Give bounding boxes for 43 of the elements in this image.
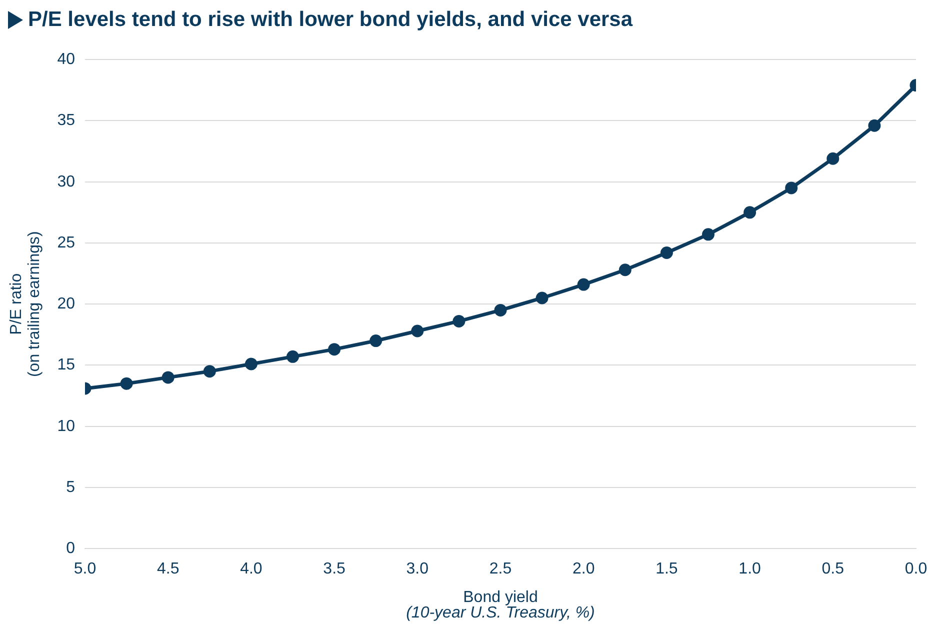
chart-title: P/E levels tend to rise with lower bond yields, and vice versa [28,8,633,32]
y-tick-label: 30 [57,173,76,190]
point [826,152,840,165]
y-tick-label: 5 [66,478,76,496]
x-tick-label: 4.5 [156,560,180,578]
point [868,119,881,132]
y-tick-label: 15 [57,356,76,374]
y-tick-label: 10 [57,418,76,435]
point [494,304,507,316]
x-tick-label: 3.5 [323,560,346,578]
y-tick-label: 40 [57,51,76,68]
point [286,350,299,363]
point [702,228,714,241]
point [244,358,258,370]
y-tick-label: 35 [57,112,76,130]
point [452,314,466,328]
y-tick-label: 20 [57,296,76,313]
point [370,334,382,348]
y-axis-title: P/E ratio (on trailing earnings) [8,231,43,378]
y-tick-label: 0 [66,540,76,558]
point [660,246,673,260]
point [618,264,632,276]
x-tick-label: 1.5 [656,560,678,578]
point [785,182,798,194]
x-tick-label: 3.0 [406,560,429,578]
point [536,292,548,304]
point [203,365,216,378]
x-tick-label: 5.0 [74,560,96,578]
point [162,371,174,384]
point [328,343,341,356]
point [577,278,590,291]
x-tick-label: 2.5 [489,560,512,578]
x-tick-label: 0.0 [904,560,928,578]
point [120,377,133,390]
x-tick-label: 1.0 [738,560,762,578]
y-tick-label: 25 [57,234,76,252]
x-tick-label: 4.0 [240,560,262,578]
x-tick-label: 2.0 [572,560,595,578]
text: (10-year U.S. Treasury, %) [406,604,595,622]
point [411,324,424,338]
x-axis-title: Bond yield [463,588,538,606]
x-tick-label: 0.5 [822,560,844,578]
point [744,206,756,219]
